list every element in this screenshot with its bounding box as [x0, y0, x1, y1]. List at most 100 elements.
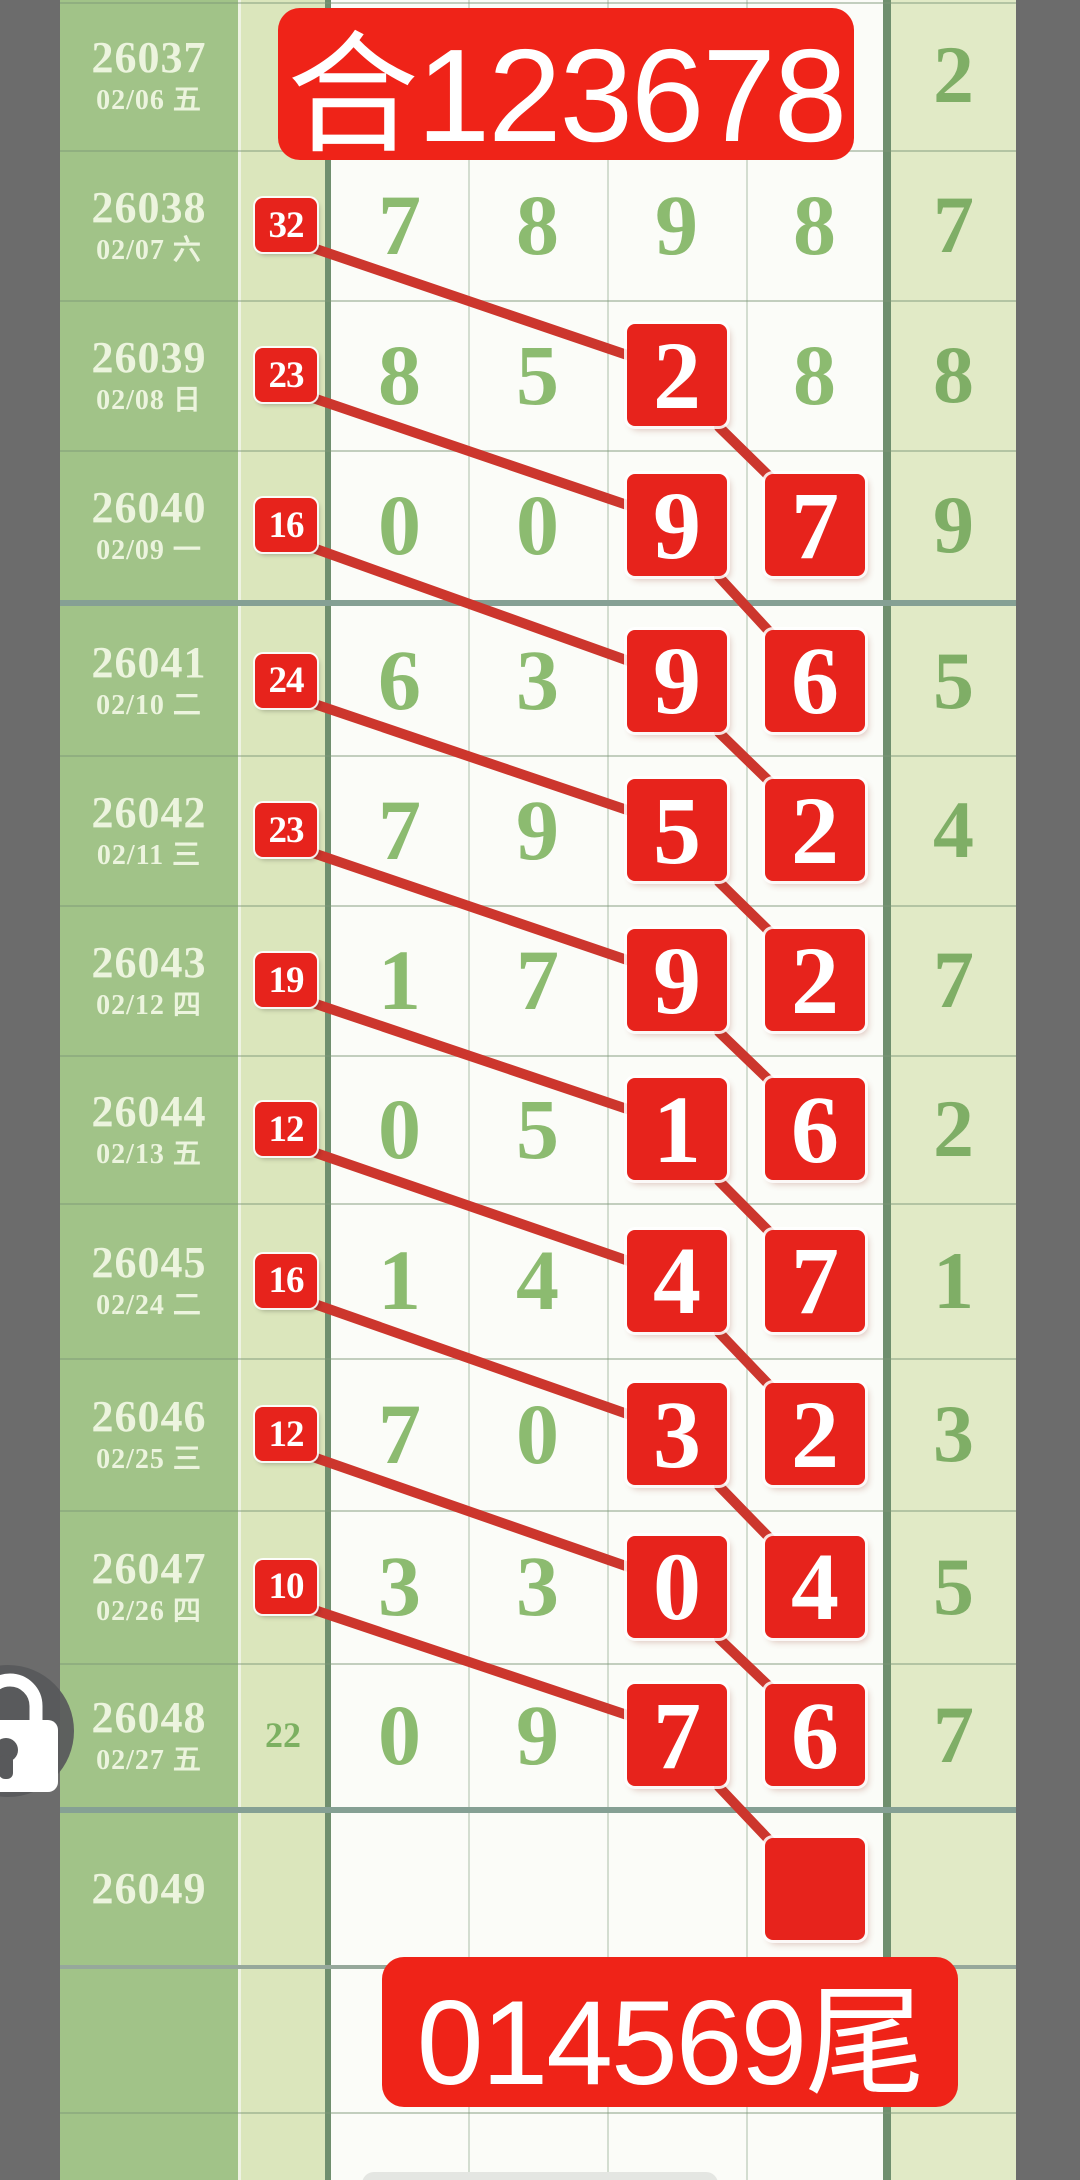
miss-column-bg [241, 0, 325, 2180]
highlight-cell: 4 [765, 1533, 865, 1640]
number-cell: 0 [516, 477, 559, 573]
row-divider [60, 1807, 1016, 1813]
highlight-cell: 6 [765, 1682, 865, 1789]
period-cell: 26039 02/08 日 [60, 300, 238, 450]
tail-digit-cell: 2 [933, 1083, 974, 1174]
miss-count-badge: 12 [255, 1102, 317, 1156]
miss-count-badge: 19 [255, 953, 317, 1007]
miss-count-badge: 16 [255, 498, 317, 552]
highlight-digit: 6 [791, 1681, 839, 1789]
period-number: 26039 [91, 332, 207, 382]
period-number: 26038 [91, 182, 207, 232]
tail-digit-cell: 2 [933, 29, 974, 120]
miss-count-value: 12 [268, 1413, 305, 1455]
miss-count-badge: 10 [255, 1559, 317, 1614]
number-cell: 0 [378, 1687, 421, 1783]
period-number: 26048 [91, 1692, 207, 1742]
period-date: 02/24 二 [96, 1290, 202, 1321]
period-cell: 26049 [60, 1813, 238, 1965]
period-date: 02/10 二 [96, 690, 202, 721]
tail-digit-cell: 7 [933, 179, 974, 270]
miss-count-value: 12 [268, 1108, 305, 1150]
highlight-digit: 9 [653, 627, 701, 734]
miss-count-badge: 16 [255, 1253, 317, 1308]
miss-count-value: 23 [268, 354, 305, 396]
miss-count-value: 32 [268, 204, 305, 246]
highlight-cell: 7 [627, 1682, 727, 1789]
miss-count-value: 16 [268, 504, 305, 546]
number-cell: 9 [516, 1687, 559, 1783]
number-cell: 9 [516, 782, 559, 878]
highlight-digit: 3 [653, 1380, 701, 1488]
period-number: 26049 [91, 1864, 207, 1913]
highlight-digit: 0 [653, 1533, 701, 1640]
highlight-digit: 4 [653, 1227, 701, 1334]
miss-count-badge: 32 [255, 198, 317, 252]
highlight-digit: 6 [791, 1075, 839, 1183]
column-divider [607, 0, 609, 2180]
period-cell: 26047 02/26 四 [60, 1510, 238, 1663]
period-cell: 26040 02/09 一 [60, 450, 238, 600]
row-divider [60, 2, 1016, 4]
miss-count-value: 24 [268, 660, 305, 701]
tail-column-bg [891, 0, 1016, 2180]
period-cell: 26041 02/10 二 [60, 606, 238, 755]
highlight-digit: 6 [791, 627, 839, 734]
highlight-cell: 2 [765, 927, 865, 1034]
period-cell: 26038 02/07 六 [60, 150, 238, 300]
highlight-cell: 0 [627, 1533, 727, 1640]
period-column-bg [60, 0, 238, 2180]
row-divider [60, 2112, 1016, 2114]
number-cell: 3 [516, 1538, 559, 1634]
highlight-cell: 7 [765, 1227, 865, 1334]
miss-count-badge: 12 [255, 1407, 317, 1461]
period-cell: 26045 02/24 二 [60, 1203, 238, 1358]
miss-count-value: 19 [268, 959, 305, 1001]
period-cell: 26043 02/12 四 [60, 905, 238, 1055]
highlight-digit: 5 [653, 776, 701, 884]
lock-icon[interactable] [0, 1660, 86, 1810]
number-cell: 8 [793, 177, 836, 273]
tail-digit-cell: 3 [933, 1388, 974, 1479]
period-date: 02/25 三 [96, 1443, 202, 1475]
miss-count-text: 22 [265, 1715, 301, 1755]
tail-digit-cell: 5 [933, 635, 974, 726]
tail-digit-cell: 7 [933, 1689, 974, 1780]
miss-count-value: 23 [268, 809, 305, 851]
highlight-cell: 2 [765, 1381, 865, 1488]
miss-count-badge: 24 [255, 653, 317, 708]
highlight-cell: 1 [627, 1076, 727, 1183]
highlight-digit: 1 [653, 1075, 701, 1183]
tail-digit-cell: 9 [933, 479, 974, 570]
miss-count-badge: 23 [255, 348, 317, 402]
bottom-pill [362, 2172, 718, 2180]
period-date: 02/09 一 [96, 534, 202, 566]
tail-digit-cell: 7 [933, 934, 974, 1025]
highlight-digit: 2 [653, 321, 701, 429]
number-cell: 0 [378, 477, 421, 573]
number-cell: 1 [378, 932, 421, 1028]
period-number: 26041 [91, 638, 207, 687]
period-number: 26047 [91, 1544, 207, 1593]
highlight-cell: 6 [765, 1076, 865, 1183]
highlight-cell: 6 [765, 627, 865, 734]
number-cell: 3 [378, 1538, 421, 1634]
number-cell: 5 [516, 1081, 559, 1177]
number-cell: 0 [378, 1081, 421, 1177]
highlight-cell: 9 [627, 472, 727, 579]
period-number: 26043 [91, 937, 207, 987]
number-cell: 5 [516, 327, 559, 423]
miss-count-value: 16 [268, 1260, 305, 1301]
highlight-cell: 2 [765, 777, 865, 884]
highlight-digit: 2 [791, 776, 839, 884]
period-date: 02/06 五 [96, 84, 202, 116]
highlight-digit: 2 [791, 1380, 839, 1488]
column-divider [883, 0, 891, 2180]
number-cell: 6 [378, 632, 421, 728]
highlight-digit: 7 [791, 471, 839, 579]
period-number: 26042 [91, 787, 207, 837]
highlight-cell: 9 [627, 927, 727, 1034]
period-cell: 26046 02/25 三 [60, 1358, 238, 1510]
highlight-digit: 9 [653, 926, 701, 1034]
